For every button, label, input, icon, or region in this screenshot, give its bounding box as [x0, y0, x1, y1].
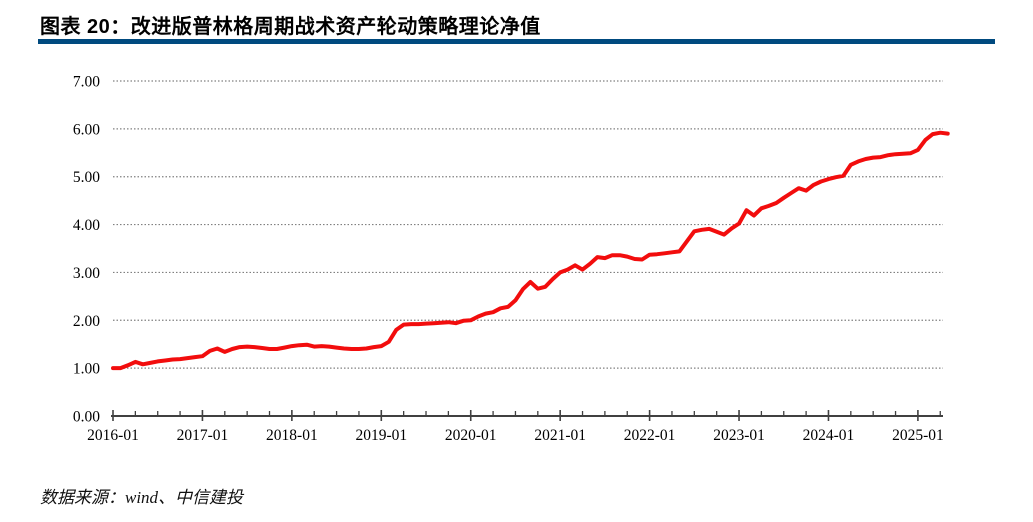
- y-axis-tick-label: 7.00: [73, 74, 100, 91]
- y-axis-tick-label: 0.00: [73, 409, 100, 426]
- x-axis-tick-label: 2019-01: [355, 427, 407, 444]
- y-axis-tick-label: 3.00: [73, 265, 100, 282]
- x-axis-tick-label: 2022-01: [624, 427, 676, 444]
- x-axis-tick-label: 2025-01: [892, 427, 944, 444]
- x-axis-tick-label: 2023-01: [713, 427, 765, 444]
- net-value-line-chart: 0.00 1.00 2.00 3.00 4.00 5.00 6.00 7.00 2016-01 2…: [73, 74, 950, 444]
- x-axis-tick-label: 2024-01: [803, 427, 855, 444]
- x-axis-tick-label: 2021-01: [534, 427, 586, 444]
- page-title: 图表 20：改进版普林格周期战术资产轮动策略理论净值: [40, 16, 541, 38]
- y-axis-tick-label: 6.00: [73, 121, 100, 138]
- x-axis-tick-label: 2018-01: [266, 427, 318, 444]
- x-axis-tick-label: 2016-01: [87, 427, 139, 444]
- y-axis-tick-label: 4.00: [73, 217, 100, 234]
- net-value-series-line: [111, 130, 950, 371]
- x-axis-tick-label: 2020-01: [445, 427, 497, 444]
- data-source-note: 数据来源：wind、中信建投: [40, 488, 244, 507]
- title-rule-divider: [38, 39, 995, 44]
- y-axis-tick-label: 1.00: [73, 361, 100, 378]
- x-axis-tick-label: 2017-01: [177, 427, 229, 444]
- y-axis-tick-label: 5.00: [73, 169, 100, 186]
- y-axis-tick-label: 2.00: [73, 313, 100, 330]
